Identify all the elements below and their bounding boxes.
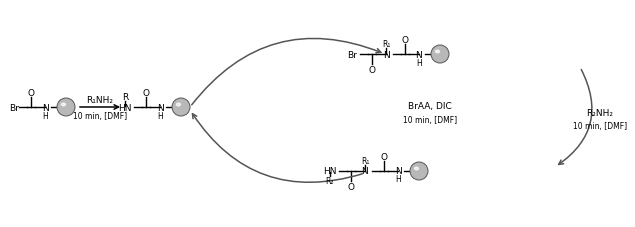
Text: N: N [383,50,389,59]
Text: H: H [157,111,163,120]
Text: R₁: R₁ [361,156,369,165]
Text: N: N [361,167,368,176]
Text: HN: HN [323,167,337,176]
Text: O: O [401,35,408,44]
Text: H: H [42,111,48,120]
Text: O: O [347,182,354,191]
Ellipse shape [62,104,65,106]
Text: 10 min, [DMF]: 10 min, [DMF] [573,121,627,130]
Text: 10 min, [DMF]: 10 min, [DMF] [73,111,127,120]
Text: O: O [27,88,34,97]
Circle shape [172,99,190,116]
Text: O: O [142,88,149,97]
Text: HN: HN [118,103,131,112]
Circle shape [431,46,449,64]
Text: N: N [42,103,48,112]
Text: R₂: R₂ [326,177,334,186]
Text: R₁NH₂: R₁NH₂ [86,95,114,104]
Circle shape [57,99,75,116]
Text: 10 min, [DMF]: 10 min, [DMF] [403,115,457,124]
Text: N: N [394,167,401,176]
Text: N: N [416,50,422,59]
Text: H: H [416,58,422,67]
Ellipse shape [436,51,439,54]
Text: O: O [380,152,387,161]
Text: N: N [157,103,163,112]
Text: R: R [122,92,128,101]
Text: R₂NH₂: R₂NH₂ [587,108,613,117]
Ellipse shape [415,167,418,170]
Text: R₁: R₁ [382,39,390,48]
Circle shape [410,162,428,180]
Text: O: O [368,65,375,74]
Text: H: H [395,175,401,184]
Text: Br: Br [9,103,19,112]
Ellipse shape [177,104,180,106]
Text: Br: Br [347,50,357,59]
Text: BrAA, DIC: BrAA, DIC [408,101,452,110]
